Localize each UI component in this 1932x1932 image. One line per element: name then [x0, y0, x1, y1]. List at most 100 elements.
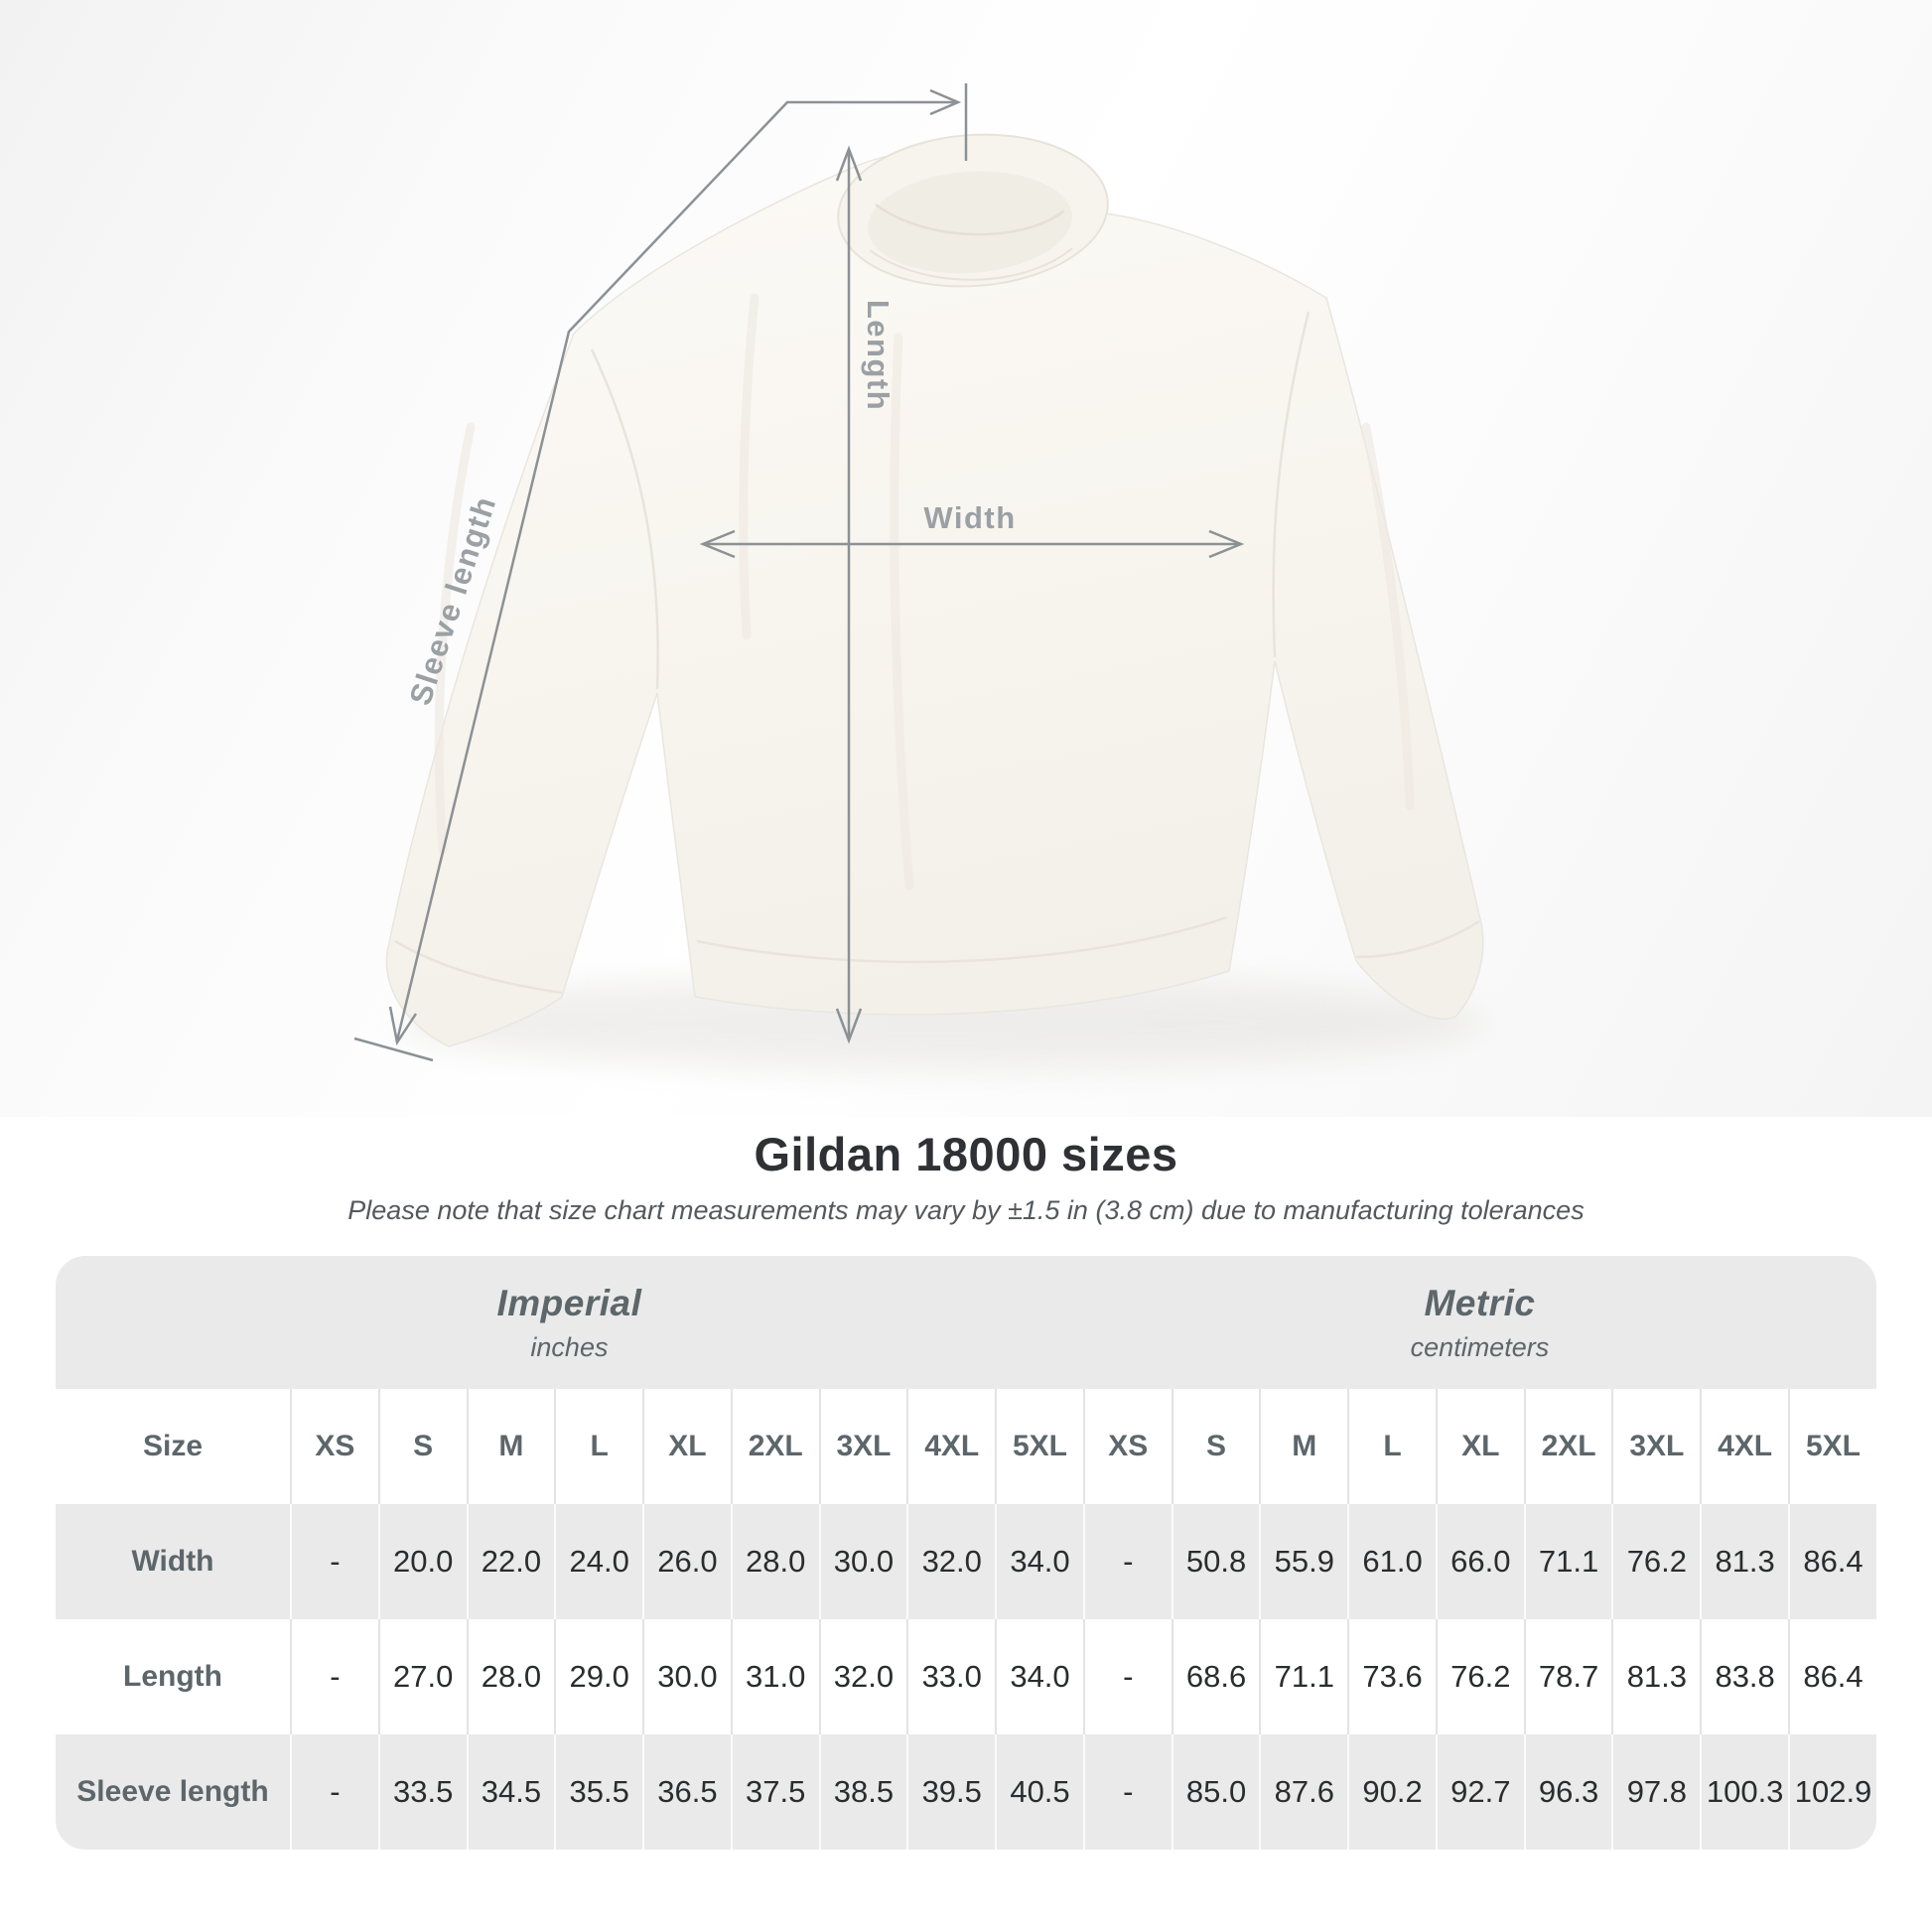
size-value-cell: 100.3 [1700, 1734, 1789, 1850]
column-header: XS [290, 1389, 378, 1504]
column-header: XL [642, 1389, 731, 1504]
column-header: XL [1435, 1389, 1524, 1504]
size-value-cell: - [290, 1504, 378, 1619]
column-header: XS [1082, 1389, 1172, 1504]
size-value-cell: - [1082, 1619, 1172, 1734]
size-value-cell: 29.0 [554, 1619, 643, 1734]
size-value-cell: 96.3 [1523, 1734, 1612, 1850]
size-value-cell: 86.4 [1788, 1504, 1876, 1619]
size-value-cell: 34.0 [995, 1619, 1083, 1734]
size-value-cell: 81.3 [1611, 1619, 1701, 1734]
sleeve-length-row: Sleeve length - 33.5 34.5 35.5 36.5 37.5… [56, 1734, 1876, 1850]
size-value-cell: 26.0 [642, 1504, 731, 1619]
sleeve-length-measure-line [353, 83, 968, 1062]
size-value-cell: 20.0 [377, 1504, 467, 1619]
column-header-row: Size XS S M L XL 2XL 3XL 4XL 5XL XS S M … [56, 1389, 1876, 1504]
row-label: Sleeve length [56, 1734, 290, 1850]
tolerance-note: Please note that size chart measurements… [347, 1195, 1585, 1225]
metric-title: Metric [1424, 1282, 1536, 1323]
length-row: Length - 27.0 28.0 29.0 30.0 31.0 32.0 3… [56, 1619, 1876, 1734]
product-photo-area: Length Width Sleeve length [0, 0, 1932, 1117]
size-value-cell: 61.0 [1347, 1504, 1436, 1619]
column-header: M [1259, 1389, 1348, 1504]
size-value-cell: - [290, 1734, 378, 1850]
sweatshirt-diagram: Length Width Sleeve length [353, 83, 1484, 1070]
size-value-cell: 85.0 [1171, 1734, 1260, 1850]
size-value-cell: 28.0 [730, 1504, 819, 1619]
size-value-cell: 30.0 [642, 1619, 731, 1734]
size-value-cell: 71.1 [1523, 1504, 1612, 1619]
size-table: Imperial inches Metric centimeters Size … [56, 1256, 1876, 1850]
column-header: 5XL [1788, 1389, 1876, 1504]
width-row: Width - 20.0 22.0 24.0 26.0 28.0 30.0 32… [56, 1504, 1876, 1619]
column-header: S [1171, 1389, 1260, 1504]
size-value-cell: 22.0 [466, 1504, 555, 1619]
size-value-cell: 73.6 [1347, 1619, 1436, 1734]
garment-seams [394, 311, 1480, 995]
size-value-cell: 97.8 [1611, 1734, 1701, 1850]
size-value-cell: - [1082, 1504, 1172, 1619]
size-value-cell: 33.0 [906, 1619, 996, 1734]
column-header: S [377, 1389, 467, 1504]
size-value-cell: 71.1 [1259, 1619, 1348, 1734]
size-value-cell: 36.5 [642, 1734, 731, 1850]
size-value-cell: 38.5 [818, 1734, 907, 1850]
imperial-unit: inches [530, 1331, 609, 1362]
unit-group-header-row: Imperial inches Metric centimeters [56, 1256, 1876, 1389]
fabric-folds [434, 293, 1415, 891]
page-title: Gildan 18000 sizes [754, 1128, 1178, 1180]
size-table-wrapper: Imperial inches Metric centimeters Size … [56, 1256, 1876, 1850]
column-header: L [554, 1389, 643, 1504]
size-value-cell: 33.5 [377, 1734, 467, 1850]
size-value-cell: 39.5 [906, 1734, 996, 1850]
size-value-cell: 90.2 [1347, 1734, 1436, 1850]
size-value-cell: 78.7 [1523, 1619, 1612, 1734]
width-measure-line [699, 529, 1245, 559]
size-value-cell: 92.7 [1435, 1734, 1524, 1850]
imperial-title: Imperial [496, 1282, 642, 1323]
garment-shadow [402, 975, 1484, 1070]
size-value-cell: - [1082, 1734, 1172, 1850]
size-value-cell: 83.8 [1700, 1619, 1789, 1734]
column-header: L [1347, 1389, 1436, 1504]
column-header: 3XL [818, 1389, 907, 1504]
column-header: 4XL [1700, 1389, 1789, 1504]
size-value-cell: 31.0 [730, 1619, 819, 1734]
size-column-header: Size [56, 1389, 290, 1504]
length-label: Length [861, 300, 896, 411]
size-value-cell: 27.0 [377, 1619, 467, 1734]
size-value-cell: 81.3 [1700, 1504, 1789, 1619]
size-value-cell: 40.5 [995, 1734, 1083, 1850]
metric-group-header: Metric centimeters [1082, 1256, 1876, 1389]
size-value-cell: 68.6 [1171, 1619, 1260, 1734]
size-value-cell: 102.9 [1788, 1734, 1876, 1850]
column-header: M [466, 1389, 555, 1504]
metric-unit: centimeters [1410, 1331, 1550, 1362]
row-label: Length [56, 1619, 290, 1734]
size-value-cell: 87.6 [1259, 1734, 1348, 1850]
imperial-group-header: Imperial inches [56, 1256, 1083, 1389]
measurement-annotations [353, 83, 1245, 1062]
size-value-cell: 35.5 [554, 1734, 643, 1850]
size-value-cell: 32.0 [818, 1619, 907, 1734]
size-value-cell: 55.9 [1259, 1504, 1348, 1619]
width-label: Width [923, 500, 1016, 535]
column-header: 5XL [995, 1389, 1083, 1504]
size-value-cell: 24.0 [554, 1504, 643, 1619]
size-value-cell: - [290, 1619, 378, 1734]
column-header: 4XL [906, 1389, 996, 1504]
size-value-cell: 76.2 [1611, 1504, 1701, 1619]
row-label: Width [56, 1504, 290, 1619]
size-value-cell: 32.0 [906, 1504, 996, 1619]
collar [837, 133, 1109, 288]
size-value-cell: 76.2 [1435, 1619, 1524, 1734]
size-value-cell: 66.0 [1435, 1504, 1524, 1619]
size-value-cell: 34.5 [466, 1734, 555, 1850]
size-value-cell: 30.0 [818, 1504, 907, 1619]
size-value-cell: 50.8 [1171, 1504, 1260, 1619]
size-value-cell: 86.4 [1788, 1619, 1876, 1734]
size-value-cell: 28.0 [466, 1619, 555, 1734]
column-header: 3XL [1611, 1389, 1701, 1504]
length-measure-line [835, 145, 863, 1044]
column-header: 2XL [730, 1389, 819, 1504]
